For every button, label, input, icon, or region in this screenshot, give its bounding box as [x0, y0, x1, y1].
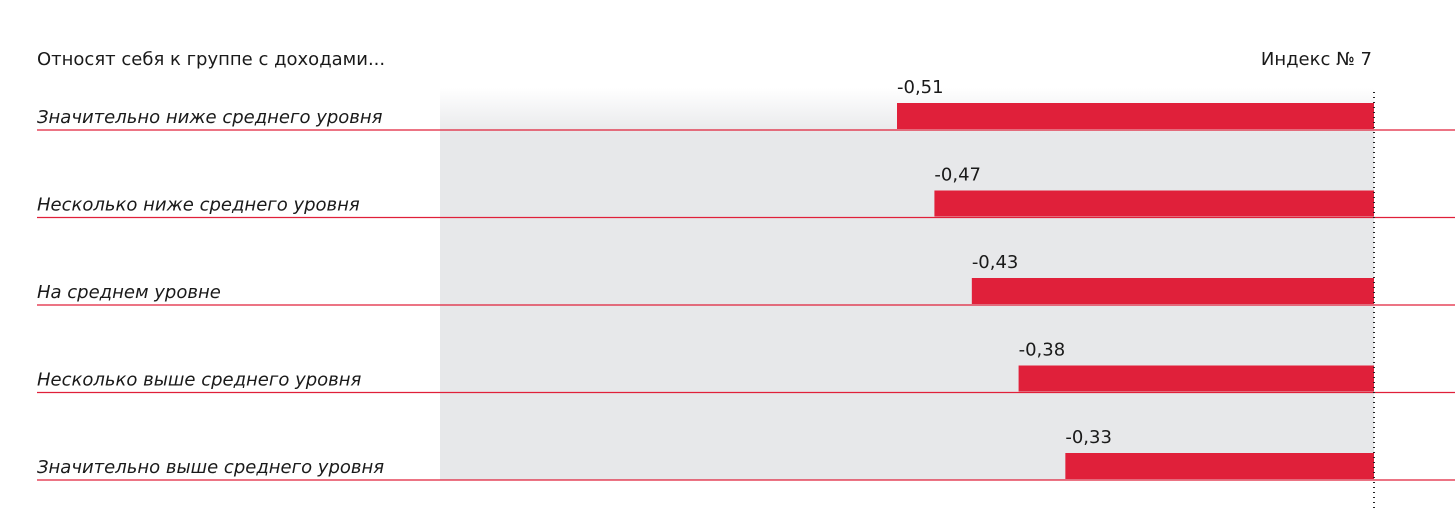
category-axis-title: Относят себя к группе с доходами...: [37, 49, 385, 70]
value-axis-title: Индекс № 7: [1261, 49, 1372, 70]
bar: [1065, 453, 1374, 479]
bar: [971, 278, 1374, 304]
value-label: -0,43: [972, 252, 1019, 273]
value-label: -0,33: [1065, 427, 1112, 448]
bar: [897, 103, 1374, 129]
bar: [1018, 365, 1374, 392]
value-label: -0,51: [897, 77, 944, 98]
bar: [934, 190, 1374, 217]
category-label: Несколько выше среднего уровня: [37, 370, 362, 391]
category-label: На среднем уровне: [37, 282, 221, 303]
category-label: Несколько ниже среднего уровня: [37, 195, 360, 216]
category-label: Значительно выше среднего уровня: [37, 457, 384, 478]
value-label: -0,38: [1019, 340, 1066, 361]
value-label: -0,47: [934, 165, 981, 186]
category-label: Значительно ниже среднего уровня: [37, 107, 383, 128]
